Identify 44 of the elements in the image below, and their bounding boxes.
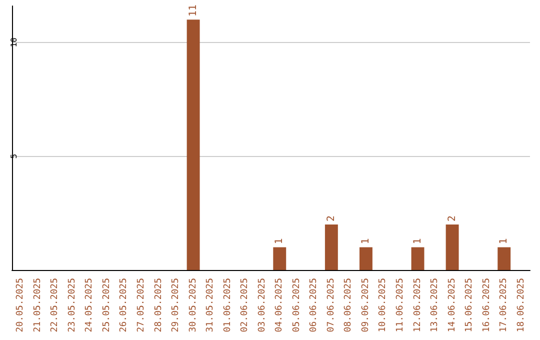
- x-tick-label: 03.06.2025: [257, 278, 268, 332]
- x-tick-label: 04.06.2025: [274, 278, 285, 332]
- data-label: 1: [498, 238, 510, 244]
- x-tick-label: 05.06.2025: [292, 278, 302, 332]
- x-tick-label: 08.06.2025: [344, 278, 354, 332]
- x-tick-label: 09.06.2025: [360, 278, 371, 332]
- x-tick-label: 28.05.2025: [154, 278, 164, 332]
- x-tick-label: 17.06.2025: [499, 278, 510, 332]
- x-tick-label: 26.05.2025: [119, 278, 130, 332]
- x-tick-label: 10.06.2025: [378, 278, 388, 332]
- x-tick-label: 27.05.2025: [136, 278, 146, 332]
- x-tick-label: 31.05.2025: [206, 278, 216, 332]
- x-tick-label: 11.06.2025: [396, 278, 406, 332]
- data-label: 1: [360, 238, 372, 244]
- x-tick-label: 13.06.2025: [430, 278, 440, 332]
- x-tick-label: 21.05.2025: [32, 278, 43, 332]
- data-label: 2: [326, 215, 337, 222]
- x-tick-label: 02.06.2025: [240, 278, 250, 332]
- bar: [411, 247, 424, 270]
- x-tick-label: 06.06.2025: [309, 278, 320, 332]
- x-tick-label: 24.05.2025: [84, 278, 95, 332]
- x-tick-label: 30.05.2025: [188, 278, 198, 332]
- x-tick-label: 01.06.2025: [222, 278, 233, 332]
- bar: [446, 224, 459, 270]
- bar: [359, 247, 372, 270]
- x-tick-label: 15.06.2025: [464, 278, 475, 332]
- x-tick-label: 29.05.2025: [171, 278, 182, 332]
- bar: [324, 224, 338, 270]
- x-tick-label: 25.05.2025: [102, 278, 112, 332]
- x-tick-label: 18.06.2025: [516, 278, 526, 332]
- x-tick-label: 14.06.2025: [447, 278, 458, 332]
- x-tick-label: 20.05.2025: [16, 278, 26, 332]
- x-tick-label: 22.05.2025: [50, 278, 60, 332]
- data-label: 1: [274, 238, 286, 244]
- data-label: 1: [412, 238, 424, 244]
- bar: [498, 247, 511, 270]
- data-label: 11: [188, 4, 199, 17]
- data-label: 2: [446, 215, 458, 222]
- x-tick-label: 12.06.2025: [412, 278, 423, 332]
- x-tick-label: 07.06.2025: [326, 278, 336, 332]
- bar: [186, 20, 200, 270]
- bar: [273, 247, 286, 270]
- x-tick-label: 23.05.2025: [67, 278, 78, 332]
- x-tick-label: 16.06.2025: [482, 278, 492, 332]
